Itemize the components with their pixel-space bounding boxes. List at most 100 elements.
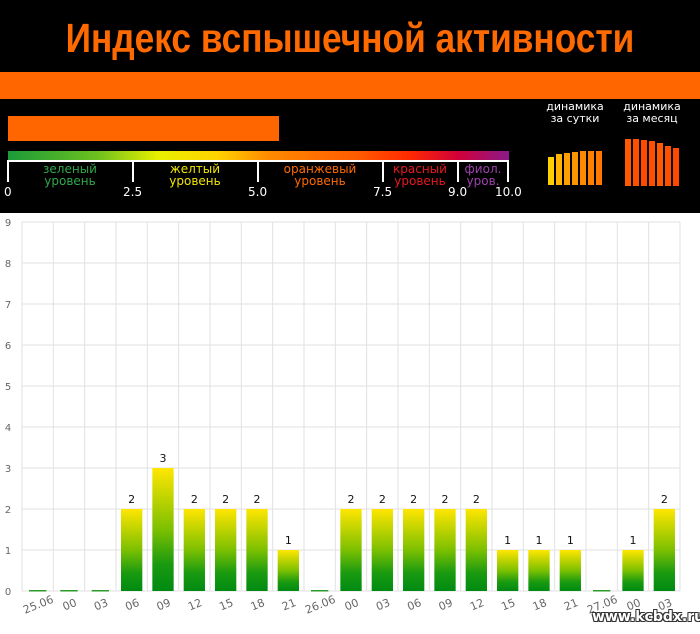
y-tick-label: 8 xyxy=(5,259,11,270)
scale-tick xyxy=(457,160,459,182)
bar xyxy=(653,509,675,591)
bar xyxy=(497,550,519,591)
scale-tick-label: 0 xyxy=(4,185,12,199)
mini-bar xyxy=(572,152,578,185)
dynamics-day-title: динамика за сутки xyxy=(546,100,604,125)
bar-value-label: 1 xyxy=(567,534,574,547)
scale-tick-label: 10.0 xyxy=(495,185,522,199)
y-tick-label: 6 xyxy=(5,341,11,352)
y-tick-label: 4 xyxy=(5,423,11,434)
bar-value-label: 2 xyxy=(348,493,355,506)
mini-bar xyxy=(633,139,639,186)
x-tick-label: 09 xyxy=(437,596,455,613)
bar xyxy=(60,590,78,592)
watermark: www.kcbdx.ru xyxy=(592,609,700,625)
activity-chart: 0 1 2 3 4 5 6 7 8 9 25.06 00 03 2 06 3 09 2 12 2 15 2 18 1 21 26.… xyxy=(0,213,700,629)
bar-value-label: 2 xyxy=(191,493,198,506)
y-tick-label: 3 xyxy=(5,464,11,475)
level-label-violet: фиол. уров. xyxy=(464,162,502,188)
bar xyxy=(311,590,329,592)
scale-tick-label: 5.0 xyxy=(248,185,268,199)
scale-tick-label: 7.5 xyxy=(373,185,393,199)
header-panel: Индекс вспышечной активности 0 2.5 5.0 7… xyxy=(0,0,700,213)
mini-bar xyxy=(665,146,671,186)
bar xyxy=(215,509,237,591)
mini-bar xyxy=(588,151,594,185)
bar xyxy=(528,550,550,591)
bar xyxy=(121,509,143,591)
scale-tick xyxy=(132,160,134,182)
y-tick-label: 9 xyxy=(5,218,11,229)
x-tick-label: 06 xyxy=(123,596,141,613)
bar xyxy=(559,550,581,591)
bar-value-label: 2 xyxy=(442,493,449,506)
x-tick-label: 06 xyxy=(405,596,423,613)
x-tick-label: 03 xyxy=(656,596,674,613)
dynamics-month-sparkbars xyxy=(625,138,683,186)
bar xyxy=(434,509,456,591)
x-tick-label: 18 xyxy=(249,596,267,613)
x-tick-label: 21 xyxy=(280,596,298,613)
bar-value-label: 1 xyxy=(285,534,292,547)
x-tick-label: 00 xyxy=(343,596,361,613)
y-tick-label: 5 xyxy=(5,382,11,393)
level-label-orange: оранжевый уровень xyxy=(283,162,357,188)
bar-value-label: 2 xyxy=(222,493,229,506)
bar xyxy=(622,550,644,591)
x-tick-label: 26.06 xyxy=(303,593,337,617)
x-tick-label: 12 xyxy=(186,596,204,613)
page-title: Индекс вспышечной активности xyxy=(65,15,635,61)
bar-value-label: 2 xyxy=(128,493,135,506)
mini-bar xyxy=(673,148,679,186)
bar xyxy=(152,468,174,591)
x-tick-label: 25.06 xyxy=(21,593,55,617)
x-tick-label: 03 xyxy=(374,596,392,613)
bar xyxy=(183,509,205,591)
dynamics-month-title: динамика за месяц xyxy=(623,100,681,125)
mini-bar xyxy=(556,154,562,185)
bar xyxy=(371,509,393,591)
mini-bar xyxy=(596,151,602,185)
level-label-red: красный уровень xyxy=(393,162,447,188)
level-label-yellow: желтый уровень xyxy=(169,162,221,188)
x-tick-label: 15 xyxy=(499,596,517,613)
bar-value-label: 2 xyxy=(661,493,668,506)
x-tick-label: 21 xyxy=(562,596,580,613)
scale-tick-label: 2.5 xyxy=(123,185,143,199)
bar xyxy=(277,550,299,591)
x-tick-label: 12 xyxy=(468,596,486,613)
x-tick-label: 00 xyxy=(625,596,643,613)
mini-bar xyxy=(564,153,570,185)
y-tick-label: 1 xyxy=(5,546,11,557)
bar xyxy=(340,509,362,591)
scale-tick-label: 9.0 xyxy=(448,185,468,199)
bar-value-label: 2 xyxy=(254,493,261,506)
mini-bar xyxy=(548,157,554,185)
dynamics-day-sparkbars xyxy=(548,147,606,185)
scale-tick xyxy=(382,160,384,182)
x-tick-label: 00 xyxy=(61,596,79,613)
mini-bar xyxy=(649,141,655,186)
y-tick-label: 0 xyxy=(5,587,11,598)
mini-bar xyxy=(580,151,586,185)
bar-value-label: 2 xyxy=(473,493,480,506)
mini-bar xyxy=(641,140,647,186)
x-tick-label: 03 xyxy=(92,596,110,613)
current-index-bar xyxy=(8,116,279,141)
bar xyxy=(29,590,47,592)
scale-tick xyxy=(507,160,509,182)
bar xyxy=(403,509,425,591)
activity-scale-gradient xyxy=(8,151,509,160)
y-tick-label: 7 xyxy=(5,300,11,311)
bar xyxy=(465,509,487,591)
bar-value-label: 2 xyxy=(379,493,386,506)
bar-value-label: 1 xyxy=(630,534,637,547)
bar-value-label: 1 xyxy=(536,534,543,547)
scale-tick xyxy=(257,160,259,182)
bar xyxy=(593,590,611,592)
bar-value-label: 2 xyxy=(410,493,417,506)
y-tick-label: 2 xyxy=(5,505,11,516)
x-tick-label: 09 xyxy=(155,596,173,613)
mini-bar xyxy=(625,139,631,186)
